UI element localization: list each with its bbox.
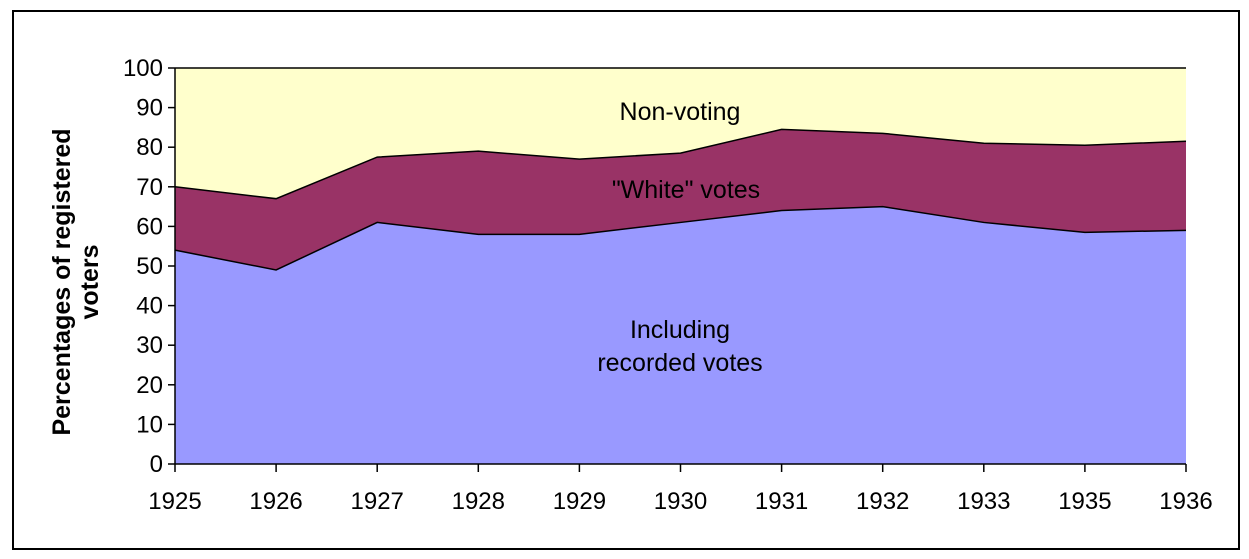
y-tick-label: 0	[150, 451, 163, 478]
y-tick-label: 70	[136, 174, 163, 201]
y-axis-label: Percentages of registeredvoters	[48, 128, 104, 435]
series-label-including-recorded-votes: Including recorded votes	[597, 316, 762, 377]
y-tick-label: 20	[136, 372, 163, 399]
y-tick-label: 50	[136, 253, 163, 280]
x-tick-label: 1930	[654, 488, 707, 515]
x-tick-label: 1933	[957, 488, 1010, 515]
x-tick-label: 1935	[1058, 488, 1111, 515]
axes-layer: 0 10 20 30 40 50 60 70 80 90 100 1925 1926 1927 1928 19…	[48, 55, 1213, 515]
series-label-line: Non-voting	[620, 98, 741, 126]
x-tick-label: 1928	[452, 488, 505, 515]
series-label-non-voting: Non-voting	[620, 98, 741, 126]
area-including-recorded-votes	[175, 206, 1186, 464]
x-tick-label: 1936	[1159, 488, 1212, 515]
y-tick-label: 60	[136, 213, 163, 240]
y-axis-label-line: Percentages of registered	[48, 128, 76, 435]
y-tick-label: 100	[123, 55, 163, 82]
y-tick-label: 30	[136, 332, 163, 359]
x-tick-label: 1931	[755, 488, 808, 515]
x-tick-label: 1932	[856, 488, 909, 515]
y-tick-label: 40	[136, 293, 163, 320]
x-tick-label: 1926	[249, 488, 302, 515]
series-line-white-votes	[174, 128, 1187, 200]
area-white-votes	[175, 129, 1186, 270]
series-label-line: Including	[630, 316, 730, 344]
y-tick-label: 10	[136, 411, 163, 438]
x-tick-label: 1927	[351, 488, 404, 515]
series-label-line: recorded votes	[597, 349, 762, 377]
series-label-line: "White" votes	[612, 176, 760, 204]
y-axis-label-line: voters	[76, 244, 104, 319]
y-tick-label: 80	[136, 134, 163, 161]
x-tick-label: 1929	[553, 488, 606, 515]
areas-layer	[174, 67, 1187, 464]
labels-layer: Including recorded votes "White" votes Non-…	[597, 98, 762, 377]
series-label-white-votes: "White" votes	[612, 176, 760, 204]
series-line-including-recorded-votes	[174, 205, 1187, 271]
area-non-voting	[175, 68, 1186, 199]
y-tick-label: 90	[136, 95, 163, 122]
x-tick-label: 1925	[148, 488, 201, 515]
